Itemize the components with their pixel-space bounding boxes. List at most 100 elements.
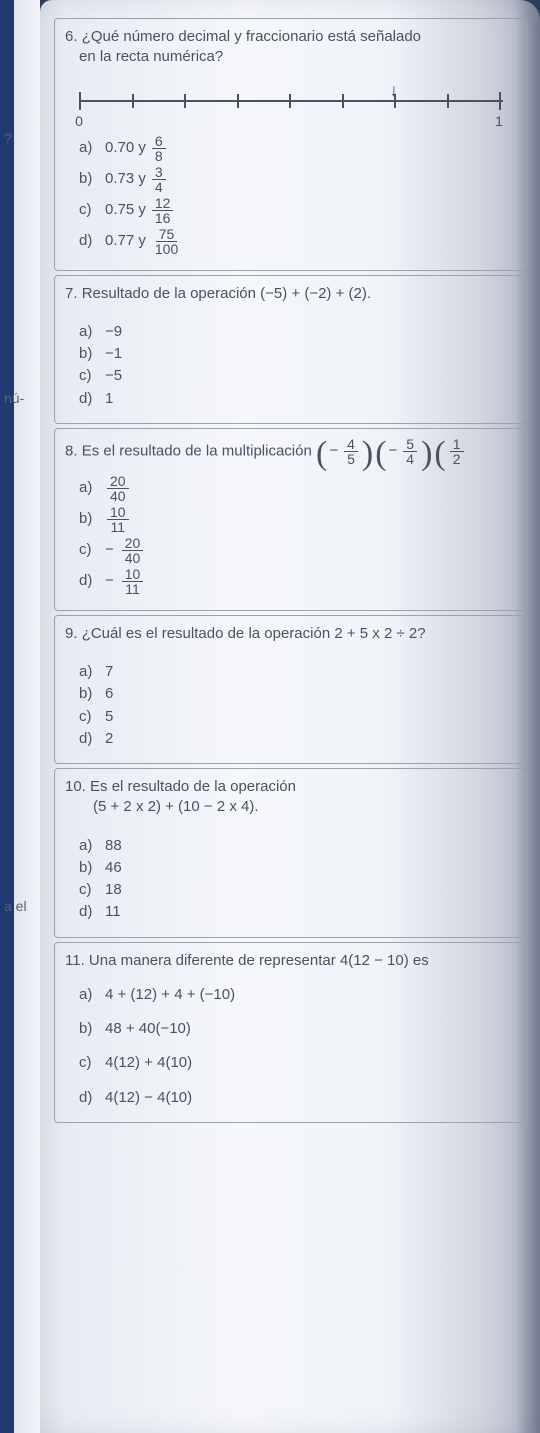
options: a)4 + (12) + 4 + (−10) b)48 + 40(−10) c)… xyxy=(65,985,517,1108)
options: a)7 b)6 c)5 d)2 xyxy=(65,662,517,749)
number-line-label-end: 1 xyxy=(495,112,503,131)
option-label: d) xyxy=(79,1088,101,1108)
paren-open-icon: ( xyxy=(434,440,445,467)
numerator: 10 xyxy=(107,505,129,520)
denominator: 5 xyxy=(344,452,358,466)
arrow-down-icon: ↓ xyxy=(390,78,399,102)
option-label: d) xyxy=(79,231,101,251)
option-c: c)18 xyxy=(65,880,517,900)
option-value: 88 xyxy=(105,836,122,856)
fraction: 12 xyxy=(450,437,464,466)
question-number: 6. xyxy=(65,28,78,45)
question-6: 6. ¿Qué número decimal y fraccionario es… xyxy=(54,18,528,271)
question-11: 11. Una manera diferente de representar … xyxy=(54,942,528,1123)
fraction: 45 xyxy=(344,437,358,466)
numerator: 20 xyxy=(122,536,144,551)
expression: ( − 45 ) ( − 54 ) ( 12 xyxy=(316,437,466,466)
option-pre: 0.73 y xyxy=(105,169,146,189)
option-label: a) xyxy=(79,322,101,342)
paren-close-icon: ) xyxy=(421,440,432,467)
option-pre: 0.75 y xyxy=(105,200,146,220)
negative-sign: − xyxy=(389,441,398,461)
options: a)−9 b)−1 c)−5 d)1 xyxy=(65,322,517,409)
option-value: −1 xyxy=(105,344,122,364)
number-line-tick xyxy=(237,94,239,108)
denominator: 40 xyxy=(122,551,144,565)
fraction: 2040 xyxy=(107,474,129,503)
question-number: 7. xyxy=(65,285,78,302)
option-value: 48 + 40(−10) xyxy=(105,1019,191,1039)
question-number: 9. xyxy=(65,625,78,642)
option-label: a) xyxy=(79,138,101,158)
option-label: d) xyxy=(79,729,101,749)
option-label: b) xyxy=(79,169,101,189)
option-b: b)48 + 40(−10) xyxy=(65,1019,517,1039)
option-label: c) xyxy=(79,880,101,900)
fraction: 1011 xyxy=(122,567,144,596)
option-label: c) xyxy=(79,540,101,560)
option-value: 4(12) − 4(10) xyxy=(105,1088,192,1108)
option-label: c) xyxy=(79,366,101,386)
option-c: c) 0.75 y 12 16 xyxy=(65,196,517,225)
question-subtext: en la recta numérica? xyxy=(65,47,517,67)
page: ? nú- a el 6. ¿Qué número decimal y frac… xyxy=(40,0,540,1433)
fraction: 2040 xyxy=(122,536,144,565)
denominator: 16 xyxy=(152,211,174,225)
question-8: 8. Es el resultado de la multiplicación … xyxy=(54,428,528,611)
numerator: 4 xyxy=(344,437,358,452)
option-b: b) 0.73 y 3 4 xyxy=(65,165,517,194)
option-c: c)4(12) + 4(10) xyxy=(65,1053,517,1073)
numerator: 20 xyxy=(107,474,129,489)
option-d: d)4(12) − 4(10) xyxy=(65,1088,517,1108)
option-label: a) xyxy=(79,836,101,856)
option-value: −9 xyxy=(105,322,122,342)
option-c: c) − 2040 xyxy=(65,536,517,565)
question-text: Una manera diferente de representar 4(12… xyxy=(89,952,429,969)
option-value: 1 xyxy=(105,389,113,409)
numerator: 5 xyxy=(403,437,417,452)
option-d: d)1 xyxy=(65,389,517,409)
option-label: d) xyxy=(79,571,101,591)
option-label: d) xyxy=(79,902,101,922)
option-value: 11 xyxy=(105,902,121,922)
denominator: 8 xyxy=(152,149,166,163)
number-line-tick xyxy=(289,94,291,108)
option-value: −5 xyxy=(105,366,122,386)
option-b: b)46 xyxy=(65,858,517,878)
negative-sign: − xyxy=(329,441,338,461)
option-d: d) − 1011 xyxy=(65,567,517,596)
option-a: a)−9 xyxy=(65,322,517,342)
numerator: 10 xyxy=(122,567,144,582)
option-value: 4 + (12) + 4 + (−10) xyxy=(105,985,235,1005)
negative-sign: − xyxy=(105,540,114,560)
option-label: d) xyxy=(79,389,101,409)
left-margin-strip xyxy=(0,0,40,1433)
option-b: b)−1 xyxy=(65,344,517,364)
option-label: b) xyxy=(79,509,101,529)
question-10: 10. Es el resultado de la operación (5 +… xyxy=(54,768,528,938)
options: a) 2040 b) 1011 c) − 2040 d) − 1011 xyxy=(65,474,517,596)
option-label: b) xyxy=(79,344,101,364)
fraction: 3 4 xyxy=(152,165,166,194)
option-c: c)−5 xyxy=(65,366,517,386)
number-line-end-tick xyxy=(499,92,501,110)
option-pre: 0.77 y xyxy=(105,231,146,251)
option-label: c) xyxy=(79,707,101,727)
number-line-tick xyxy=(184,94,186,108)
option-label: a) xyxy=(79,662,101,682)
option-label: a) xyxy=(79,985,101,1005)
paren-open-icon: ( xyxy=(375,440,386,467)
option-value: 7 xyxy=(105,662,113,682)
option-a: a)88 xyxy=(65,836,517,856)
number-line: 01↓ xyxy=(79,78,511,126)
option-d: d)11 xyxy=(65,902,517,922)
options: a)88 b)46 c)18 d)11 xyxy=(65,836,517,923)
option-pre: 0.70 y xyxy=(105,138,146,158)
option-d: d)2 xyxy=(65,729,517,749)
denominator: 11 xyxy=(122,582,143,596)
left-label-2: nú- xyxy=(4,390,24,406)
question-text: Es el resultado de la operación xyxy=(90,778,296,795)
number-line-tick xyxy=(447,94,449,108)
left-label-3: a el xyxy=(4,898,27,914)
fraction: 54 xyxy=(403,437,417,466)
